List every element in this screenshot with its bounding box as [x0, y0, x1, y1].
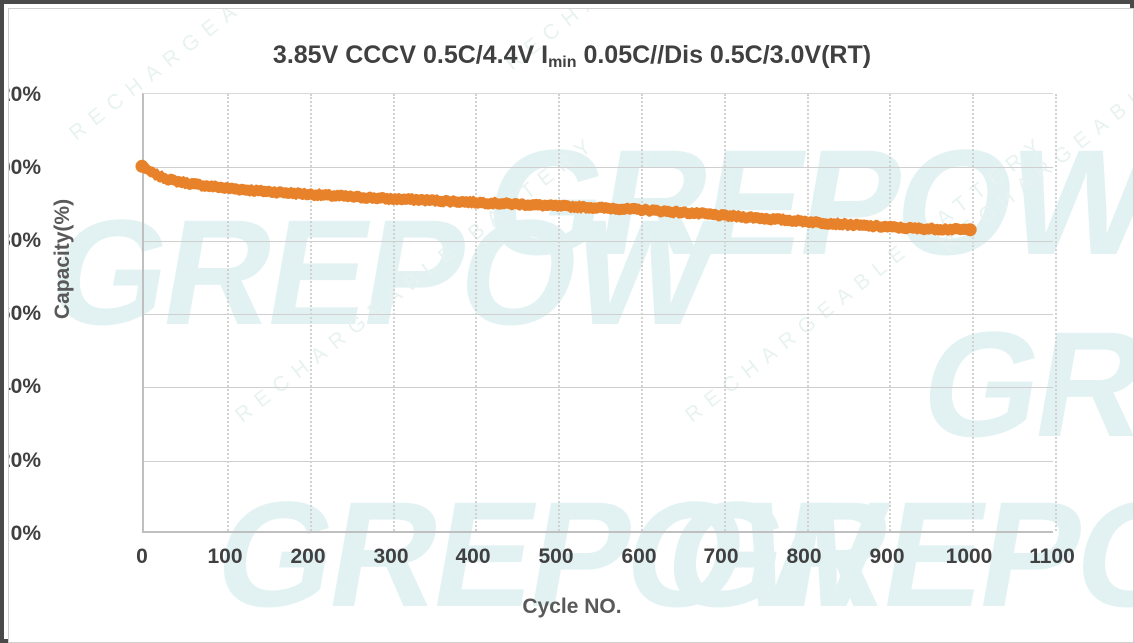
x-tick-label: 900: [869, 545, 905, 568]
chart-title-part1: 3.85V CCCV 0.5C/4.4V I: [272, 41, 549, 69]
x-tick-label: 1100: [1029, 545, 1075, 568]
plot-area: [142, 93, 1057, 533]
x-tick-label: 400: [455, 545, 491, 568]
x-tick-label: 500: [538, 545, 574, 568]
x-tick-label: 200: [290, 545, 326, 568]
y-tick-label: 40%: [9, 375, 41, 398]
x-tick-label: 700: [703, 545, 739, 568]
gridline-vertical: [558, 94, 561, 531]
x-tick-label: 300: [373, 545, 409, 568]
x-tick-label: 600: [621, 545, 657, 568]
gridline-vertical: [392, 94, 395, 531]
gridline-vertical: [889, 94, 892, 531]
gridline-vertical: [475, 94, 478, 531]
gridline-horizontal: [144, 387, 1053, 388]
gridline-vertical: [806, 94, 809, 531]
y-tick-label: 0%: [10, 522, 41, 545]
chart: 3.85V CCCV 0.5C/4.4V Imin 0.05C//Dis 0.5…: [9, 9, 1133, 642]
gridline-vertical: [1055, 94, 1057, 531]
y-tick-label: 20%: [9, 449, 41, 472]
gridline-vertical: [723, 94, 726, 531]
gridline-horizontal: [144, 314, 1053, 315]
y-tick-label: 120%: [9, 83, 41, 106]
gridline-vertical: [309, 94, 312, 531]
chart-canvas: GREPOW RECHARGEABLE BATTERY GREPOW RECHA…: [8, 8, 1134, 643]
gridline-horizontal: [144, 241, 1053, 242]
chart-title: 3.85V CCCV 0.5C/4.4V Imin 0.05C//Dis 0.5…: [9, 41, 1133, 72]
gridline-horizontal: [144, 461, 1053, 462]
x-tick-label: 800: [786, 545, 822, 568]
x-axis-title: Cycle NO.: [522, 595, 622, 618]
x-tick-label: 100: [207, 545, 243, 568]
y-tick-label: 60%: [9, 302, 41, 325]
y-tick-label: 100%: [9, 156, 41, 179]
gridline-vertical: [640, 94, 643, 531]
y-tick-label: 80%: [9, 229, 41, 252]
x-tick-label: 1000: [945, 545, 993, 568]
gridline-vertical: [972, 94, 975, 531]
y-axis-title: Capacity(%): [51, 198, 75, 320]
gridline-vertical: [226, 94, 229, 531]
chart-title-subscript: min: [548, 54, 577, 71]
gridline-horizontal: [144, 167, 1053, 168]
chart-title-part2: 0.05C//Dis 0.5C/3.0V(RT): [576, 41, 872, 69]
x-tick-label: 0: [136, 545, 148, 568]
